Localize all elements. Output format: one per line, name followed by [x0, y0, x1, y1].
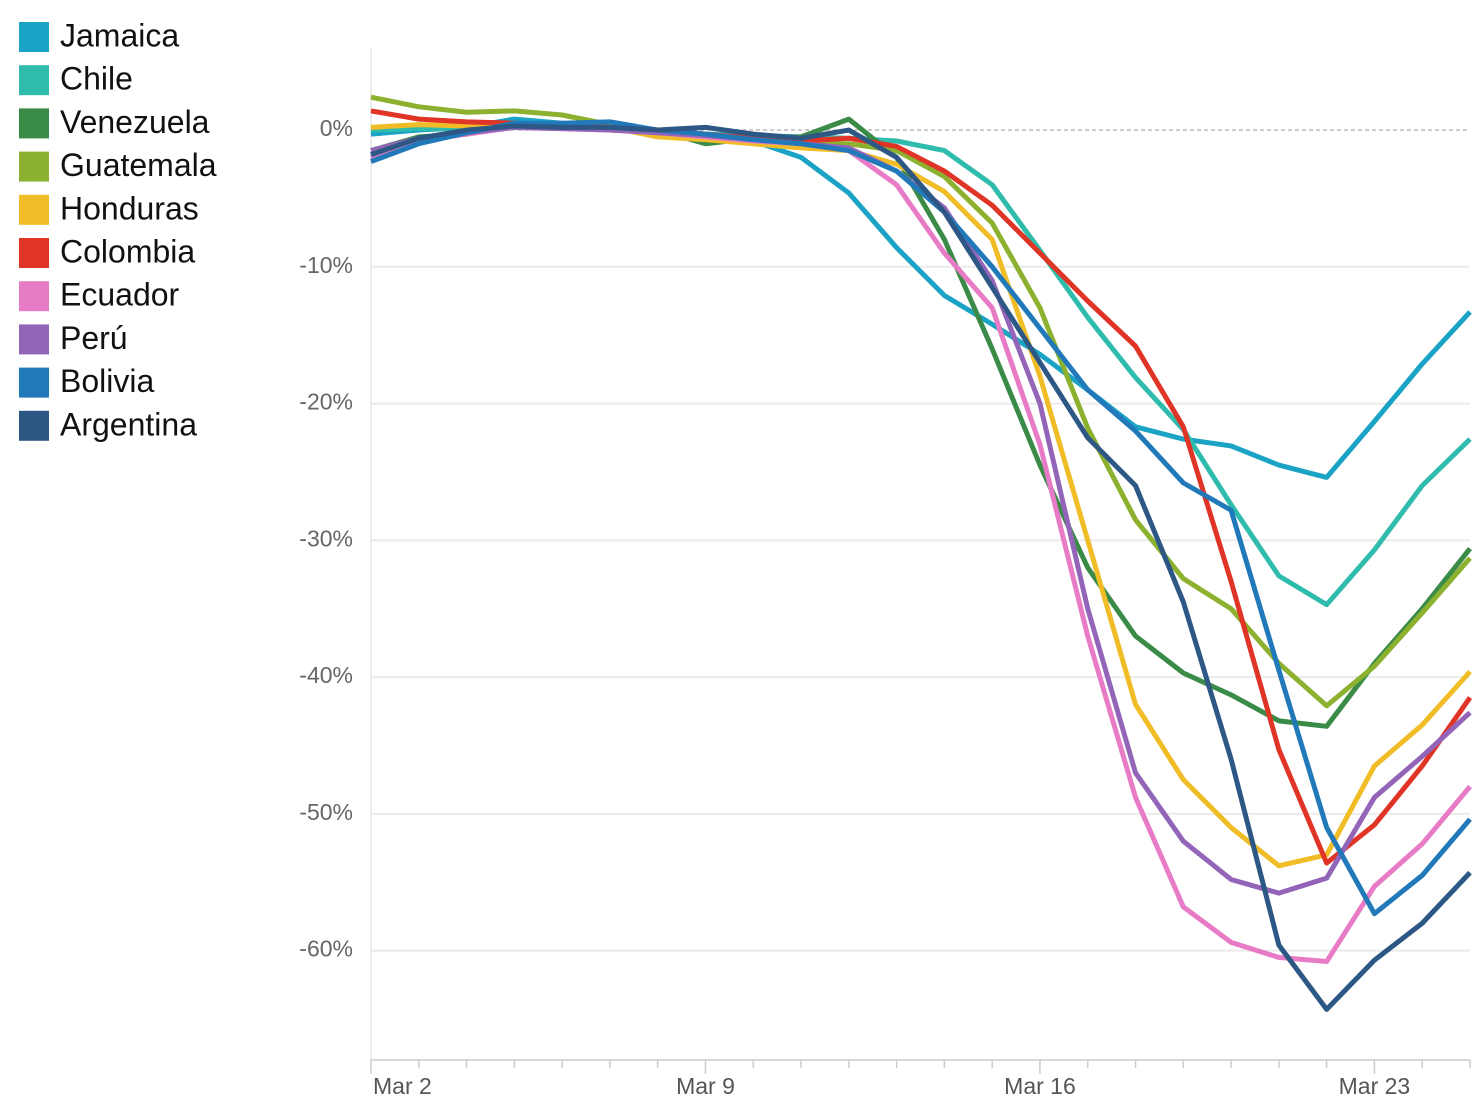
legend-swatch [19, 108, 49, 139]
legend-label: Argentina [60, 406, 197, 442]
series-line [370, 116, 1472, 729]
legend-label: Chile [60, 61, 133, 97]
legend-swatch [19, 194, 49, 225]
legend-label: Colombia [60, 233, 195, 269]
x-tick-label: Mar 9 [676, 1073, 735, 1099]
legend-swatch [19, 410, 49, 441]
legend-label: Perú [60, 320, 128, 356]
y-tick-label: -60% [299, 936, 353, 962]
legend-label: Bolivia [60, 363, 154, 399]
legend-label: Guatemala [60, 147, 217, 183]
series-line [370, 94, 1472, 709]
legend-swatch [19, 281, 49, 312]
y-tick-label: 0% [320, 115, 353, 141]
x-tick-label: Mar 16 [1004, 1073, 1076, 1099]
y-tick-label: -30% [299, 525, 353, 551]
legend-label: Honduras [60, 190, 199, 226]
series-line [370, 124, 1472, 965]
legend-label: Venezuela [60, 104, 210, 140]
legend-swatch [19, 238, 49, 268]
series-line [370, 123, 1472, 1012]
legend-label: Jamaica [60, 17, 179, 53]
y-tick-label: -50% [299, 799, 353, 825]
legend-swatch [19, 151, 49, 182]
legend-swatch [19, 22, 49, 52]
legend-swatch [19, 65, 49, 96]
legend-label: Ecuador [60, 277, 180, 313]
series-line [370, 116, 1472, 480]
y-tick-label: -20% [299, 389, 353, 415]
y-tick-label: -40% [299, 662, 353, 688]
series-line [370, 119, 1472, 917]
x-tick-label: Mar 23 [1339, 1073, 1411, 1099]
series-line [370, 124, 1472, 896]
legend-swatch [19, 367, 49, 398]
x-tick-label: Mar 2 [373, 1073, 432, 1099]
y-tick-label: -10% [299, 252, 353, 278]
legend-swatch [19, 324, 49, 355]
